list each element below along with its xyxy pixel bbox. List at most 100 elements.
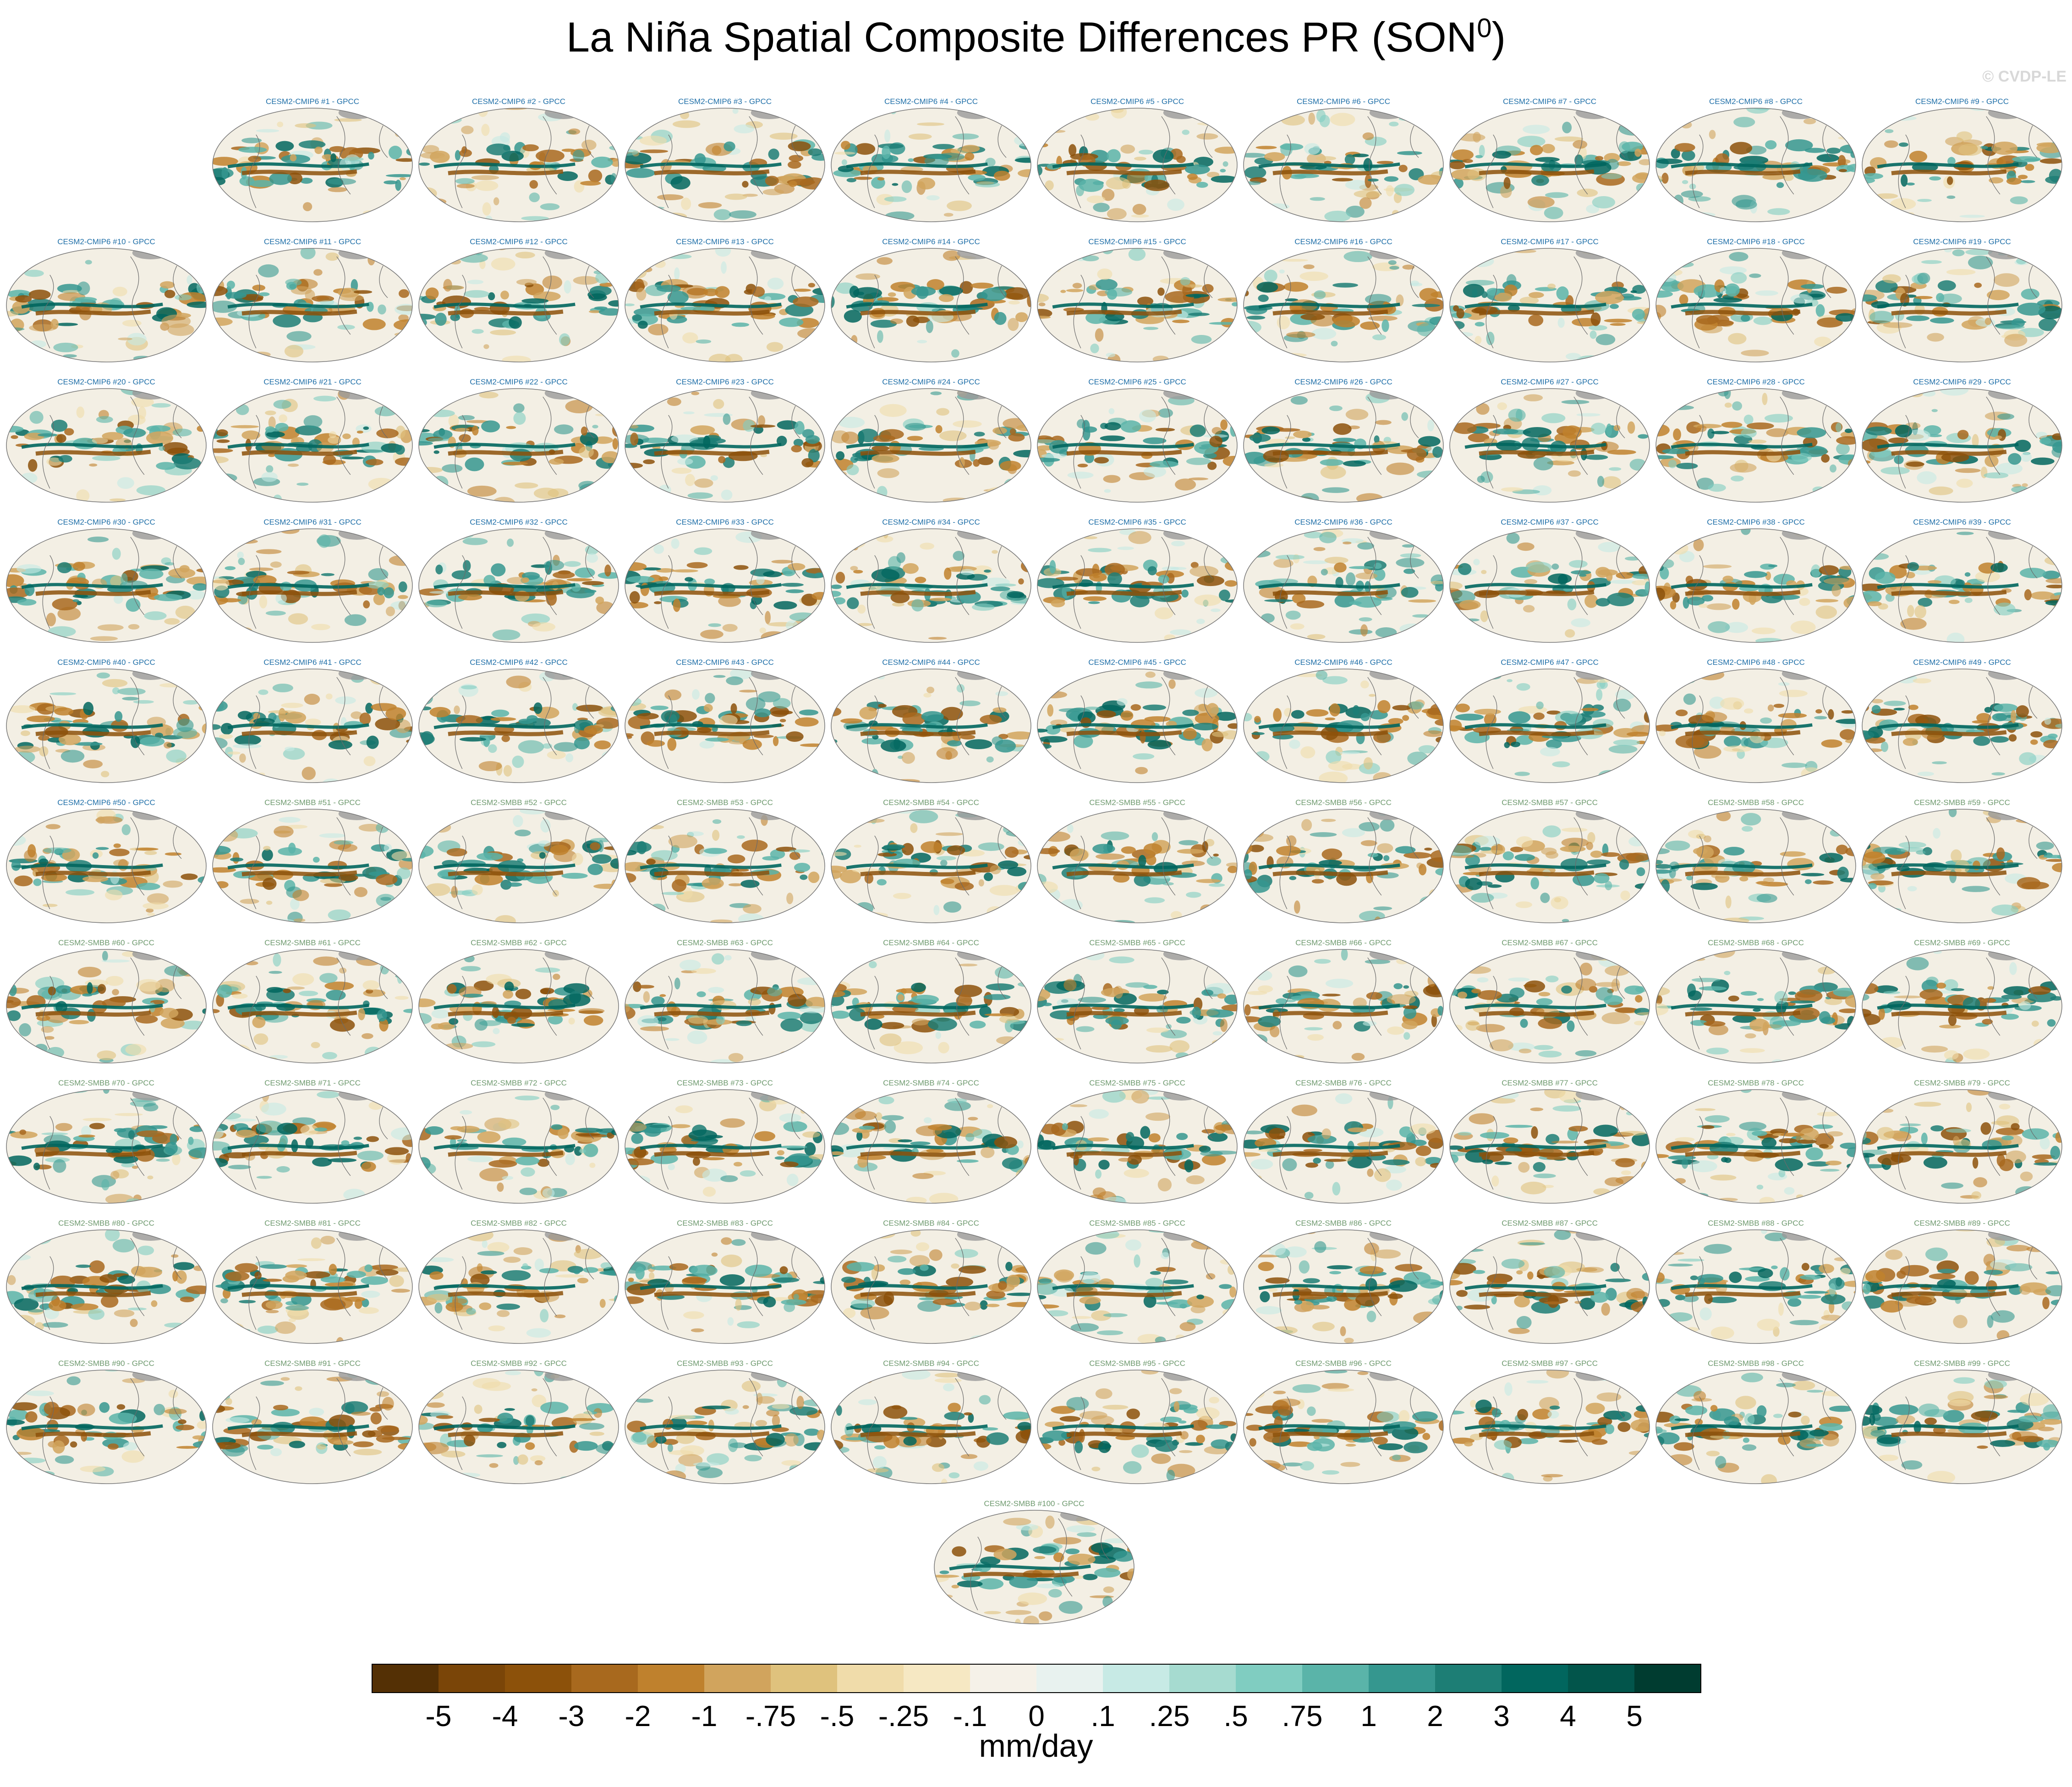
panel-title: CESM2-SMBB #94 - GPCC [883,1359,979,1368]
map-panel: CESM2-SMBB #51 - GPCC [212,798,413,926]
panel-title: CESM2-CMIP6 #24 - GPCC [882,378,980,386]
map-panel: CESM2-CMIP6 #40 - GPCC [5,658,207,785]
globe-map [1655,528,1856,643]
panel-title: CESM2-SMBB #80 - GPCC [58,1219,154,1228]
globe-map [212,809,413,923]
map-panel: CESM2-SMBB #62 - GPCC [418,938,619,1066]
map-panel: CESM2-SMBB #72 - GPCC [418,1079,619,1206]
panel-title: CESM2-CMIP6 #20 - GPCC [57,378,155,386]
panel-title: CESM2-CMIP6 #15 - GPCC [1088,237,1186,246]
globe-map [1862,949,2062,1063]
map-panel: CESM2-SMBB #96 - GPCC [1243,1359,1444,1486]
panel-title: CESM2-CMIP6 #38 - GPCC [1707,518,1805,526]
panel-title: CESM2-SMBB #98 - GPCC [1708,1359,1804,1368]
colorbar-tick-label: 4 [1560,1699,1576,1732]
map-panel: CESM2-SMBB #56 - GPCC [1243,798,1444,926]
map-panel: CESM2-CMIP6 #25 - GPCC [1036,378,1238,505]
panel-title: CESM2-CMIP6 #37 - GPCC [1501,518,1599,526]
panel-title: CESM2-CMIP6 #16 - GPCC [1294,237,1392,246]
panel-title: CESM2-CMIP6 #35 - GPCC [1088,518,1186,526]
panel-title: CESM2-SMBB #79 - GPCC [1914,1079,2010,1087]
globe-map [625,528,825,643]
map-panel: CESM2-CMIP6 #49 - GPCC [1861,658,2063,785]
globe-map [212,669,413,783]
panel-title: CESM2-SMBB #70 - GPCC [58,1079,154,1087]
colorbar-swatch [1634,1664,1701,1693]
panel-title: CESM2-CMIP6 #5 - GPCC [1090,97,1184,106]
globe-map [418,248,619,362]
panel-title: CESM2-SMBB #89 - GPCC [1914,1219,2010,1228]
globe-map [1037,1229,1238,1344]
globe-map [1243,528,1444,643]
map-panel: CESM2-SMBB #74 - GPCC [830,1079,1032,1206]
globe-map [1862,388,2062,503]
panel-title: CESM2-CMIP6 #18 - GPCC [1707,237,1805,246]
colorbar-swatch [1103,1664,1170,1693]
globe-map [6,1089,207,1204]
globe-map [1449,1370,1650,1484]
colorbar-tick-label: -2 [625,1699,651,1732]
globe-map [6,949,207,1063]
map-panel: CESM2-CMIP6 #14 - GPCC [830,237,1032,365]
map-panel: CESM2-CMIP6 #45 - GPCC [1036,658,1238,785]
colorbar-swatch [771,1664,838,1693]
globe-map [831,809,1031,923]
colorbar-swatch [904,1664,970,1693]
panel-title: CESM2-SMBB #62 - GPCC [471,938,567,947]
map-panel: CESM2-CMIP6 #41 - GPCC [212,658,413,785]
globe-map [418,949,619,1063]
panel-title: CESM2-CMIP6 #14 - GPCC [882,237,980,246]
map-panel: CESM2-CMIP6 #35 - GPCC [1036,518,1238,645]
globe-map [1449,949,1650,1063]
globe-map [1449,388,1650,503]
panel-title: CESM2-SMBB #91 - GPCC [264,1359,361,1368]
globe-map [1037,809,1238,923]
map-panel: CESM2-SMBB #99 - GPCC [1861,1359,2063,1486]
globe-map [212,1370,413,1484]
globe-map [6,388,207,503]
globe-map [1862,248,2062,362]
globe-map [831,1229,1031,1344]
colorbar-tick-label: 0 [1028,1699,1045,1732]
map-panel: CESM2-SMBB #87 - GPCC [1449,1219,1650,1346]
panel-title: CESM2-SMBB #81 - GPCC [264,1219,361,1228]
map-panel: CESM2-CMIP6 #43 - GPCC [624,658,826,785]
globe-map [1655,949,1856,1063]
colorbar-tick-label: 3 [1493,1699,1510,1732]
panel-title: CESM2-CMIP6 #28 - GPCC [1707,378,1805,386]
map-panel: CESM2-CMIP6 #50 - GPCC [5,798,207,926]
colorbar-swatch [1236,1664,1303,1693]
panel-title: CESM2-SMBB #83 - GPCC [677,1219,773,1228]
map-panel: CESM2-CMIP6 #32 - GPCC [418,518,619,645]
panel-title: CESM2-SMBB #56 - GPCC [1295,798,1392,807]
globe-map [625,1370,825,1484]
globe-map [1655,248,1856,362]
map-panel: CESM2-CMIP6 #39 - GPCC [1861,518,2063,645]
map-panel: CESM2-CMIP6 #2 - GPCC [418,97,619,225]
map-panel: CESM2-CMIP6 #18 - GPCC [1655,237,1857,365]
map-panel: CESM2-CMIP6 #13 - GPCC [624,237,826,365]
panel-title: CESM2-CMIP6 #1 - GPCC [265,97,360,106]
map-panel: CESM2-SMBB #78 - GPCC [1655,1079,1857,1206]
globe-map [1449,1089,1650,1204]
globe-map [1037,669,1238,783]
map-panel: CESM2-SMBB #81 - GPCC [212,1219,413,1346]
globe-map [6,669,207,783]
panel-title: CESM2-SMBB #67 - GPCC [1502,938,1598,947]
globe-map [831,1089,1031,1204]
panel-title: CESM2-CMIP6 #36 - GPCC [1294,518,1392,526]
panel-title: CESM2-CMIP6 #49 - GPCC [1913,658,2011,667]
panel-title: CESM2-SMBB #95 - GPCC [1089,1359,1185,1368]
map-panel: CESM2-CMIP6 #5 - GPCC [1036,97,1238,225]
map-panel: CESM2-SMBB #100 - GPCC [933,1499,1135,1627]
map-panel: CESM2-SMBB #53 - GPCC [624,798,826,926]
globe-map [418,108,619,222]
globe-map [625,949,825,1063]
panel-title: CESM2-CMIP6 #23 - GPCC [676,378,774,386]
map-panel: CESM2-SMBB #97 - GPCC [1449,1359,1650,1486]
globe-map [1037,388,1238,503]
panel-title: CESM2-CMIP6 #11 - GPCC [263,237,362,246]
globe-map [831,949,1031,1063]
panel-title: CESM2-CMIP6 #10 - GPCC [57,237,155,246]
map-panel: CESM2-SMBB #92 - GPCC [418,1359,619,1486]
